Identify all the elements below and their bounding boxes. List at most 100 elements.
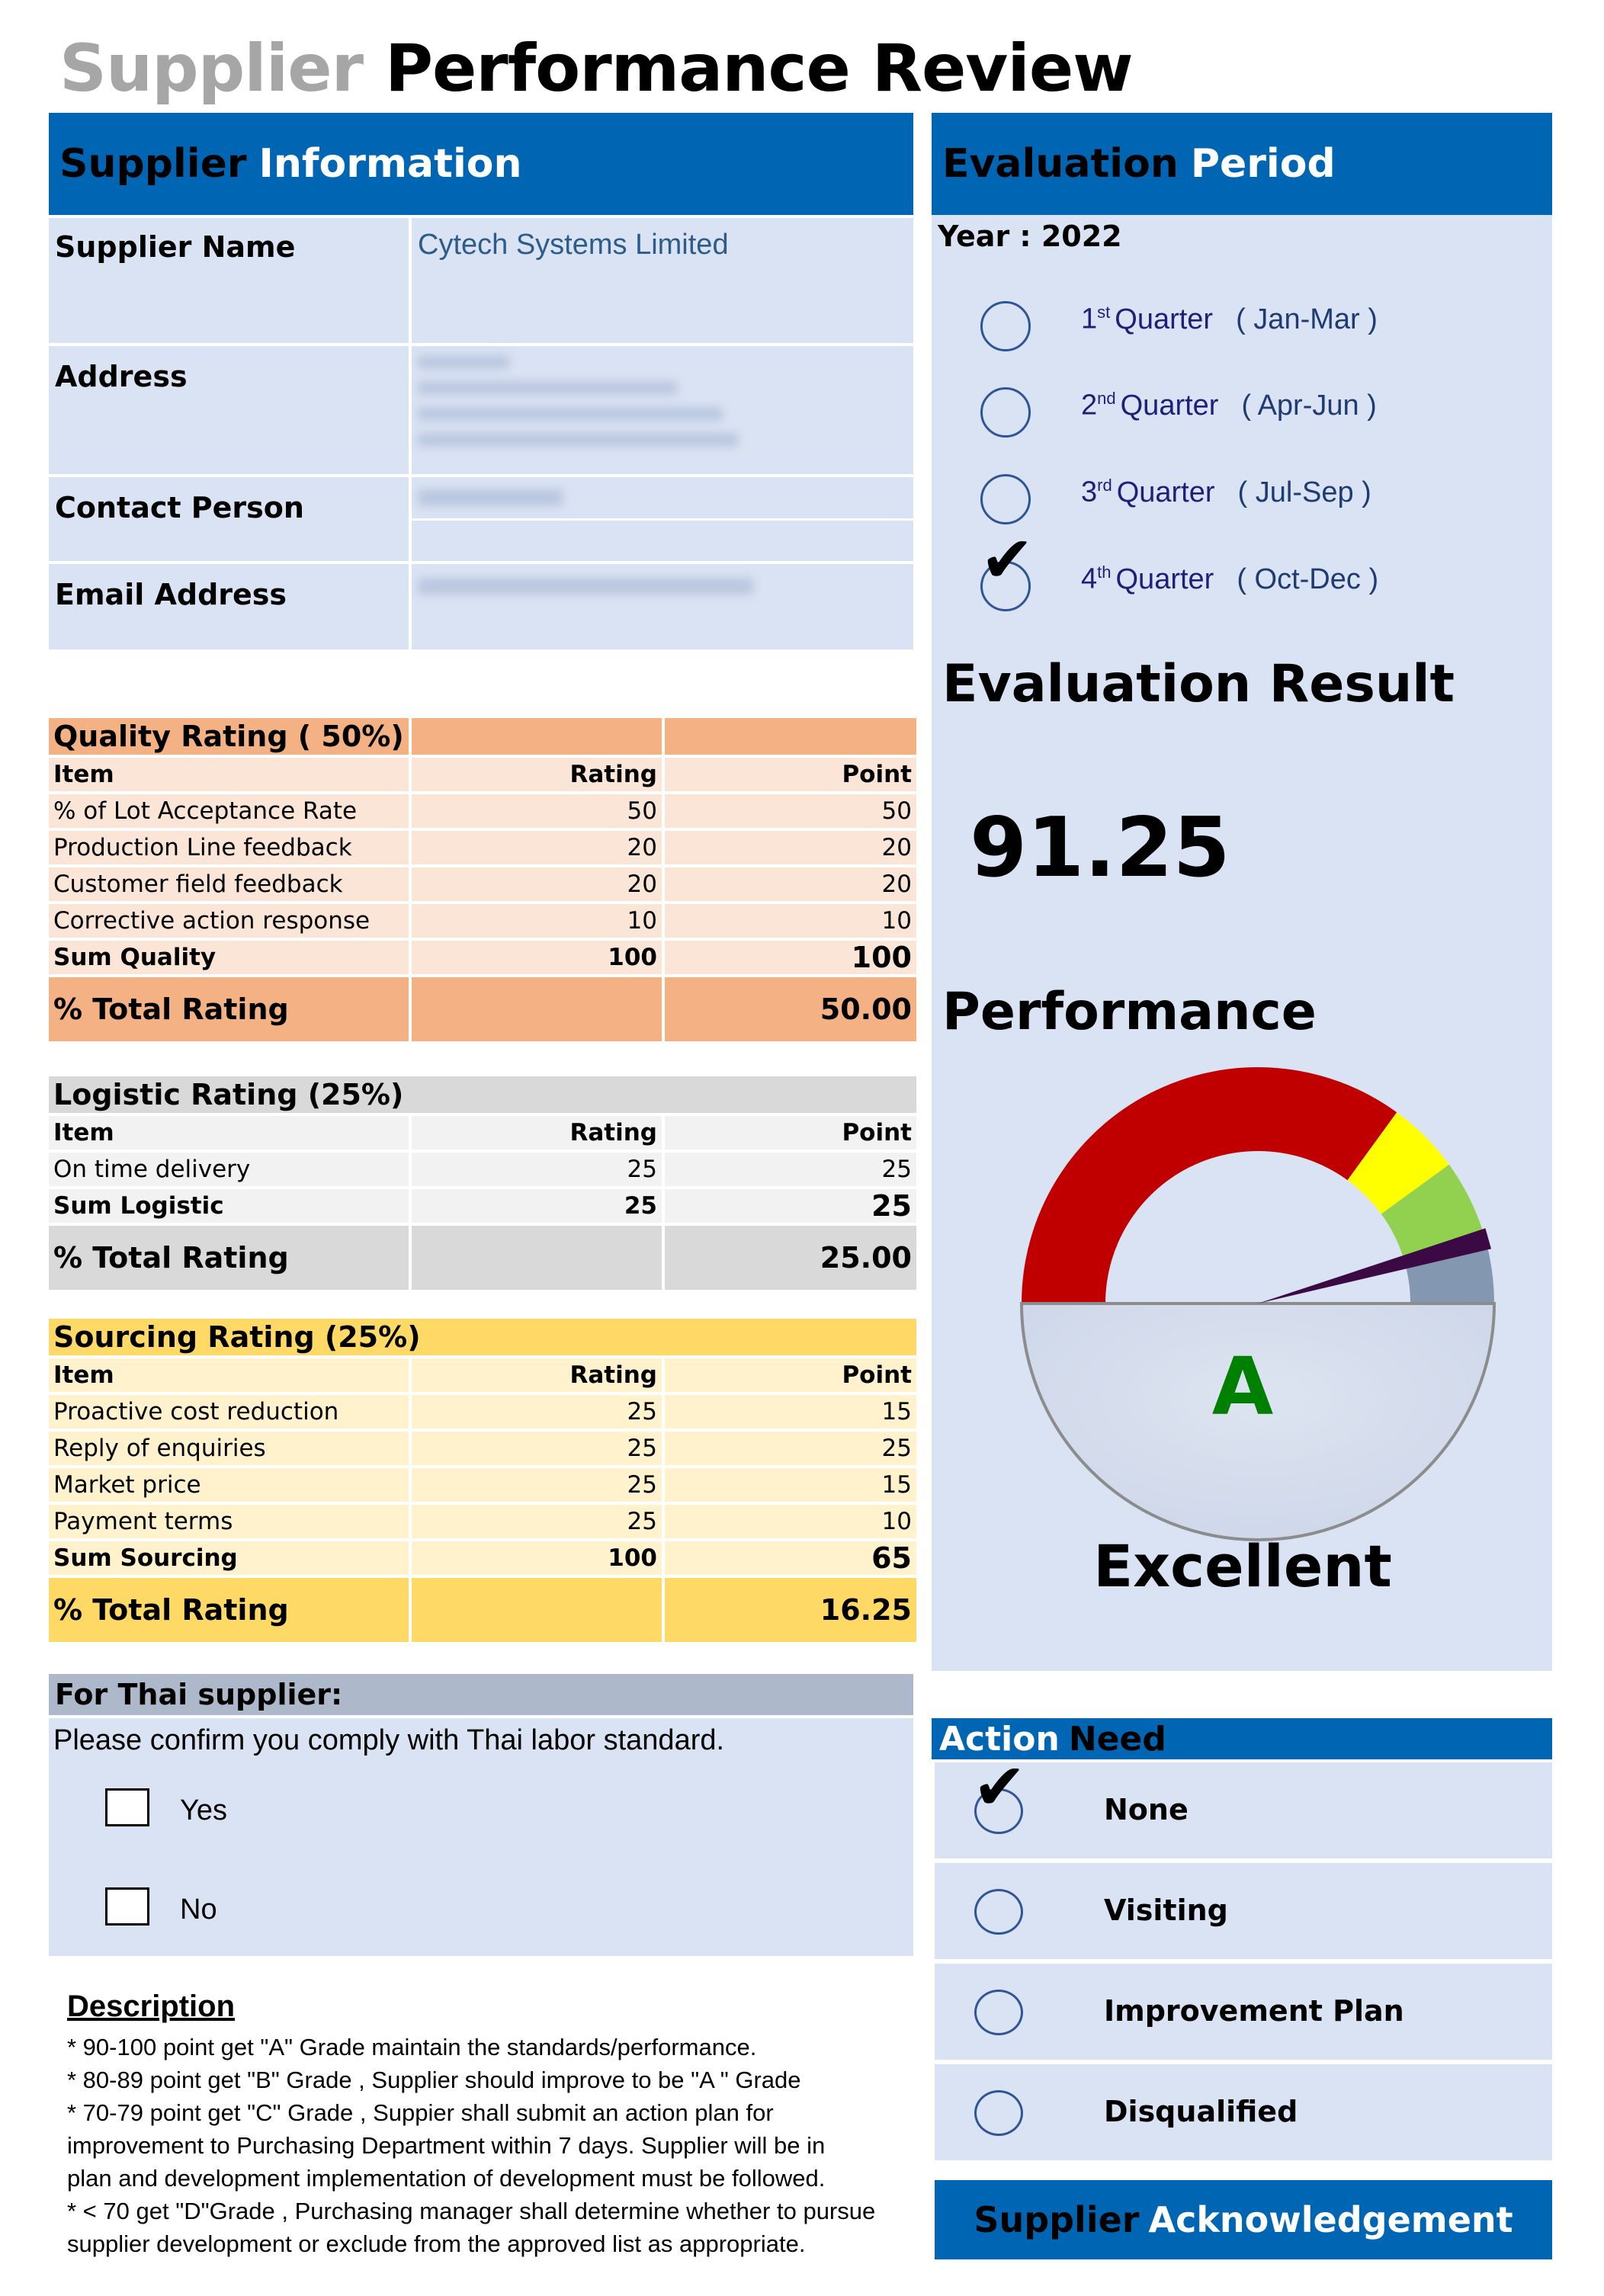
rating-value[interactable]: 25	[412, 1395, 662, 1429]
evaluation-year: Year : 2022	[938, 220, 1122, 253]
gauge-band	[1347, 1112, 1449, 1214]
performance-label: Performance	[942, 982, 1317, 1042]
total-rating-label: % Total Rating	[49, 1578, 409, 1642]
quarter-suffix: st	[1097, 303, 1111, 322]
point-value: 15	[665, 1468, 916, 1502]
point-value: 25	[665, 1432, 916, 1465]
address-label: Address	[55, 360, 188, 393]
point-value: 10	[665, 1505, 916, 1538]
address-value-redacted[interactable]	[418, 352, 738, 467]
sum-rating: 100	[412, 1541, 662, 1575]
description-line: * 90-100 point get "A" Grade maintain th…	[67, 2034, 757, 2060]
supplier-info-header: Supplier Information	[49, 113, 913, 215]
quarter-word: Quarter	[1120, 389, 1219, 422]
column-header-rating: Rating	[412, 1358, 662, 1392]
rating-value[interactable]: 25	[412, 1153, 662, 1186]
total-rating-value: 50.00	[665, 977, 916, 1041]
yes-checkbox[interactable]	[105, 1788, 149, 1826]
quarter-range: ( Jul-Sep )	[1237, 476, 1371, 508]
quarter-number: 2	[1081, 389, 1098, 422]
quarter-range: ( Apr-Jun )	[1241, 389, 1377, 422]
action-radio[interactable]	[974, 1788, 1023, 1834]
action-option-label: Improvement Plan	[1104, 1994, 1404, 2028]
description-line: improvement to Purchasing Department wit…	[67, 2132, 826, 2159]
rating-value[interactable]: 25	[412, 1505, 662, 1538]
total-rating-empty	[412, 1578, 662, 1642]
rating-value[interactable]: 10	[412, 904, 662, 938]
description-line: * 70-79 point get "C" Grade , Suppier sh…	[67, 2099, 774, 2126]
quarter-label: 4th Quarter ( Oct-Dec )	[1081, 563, 1378, 596]
rating-value[interactable]: 50	[412, 794, 662, 828]
action-radio[interactable]	[974, 1889, 1023, 1935]
quarter-number: 4	[1081, 563, 1098, 595]
action-radio[interactable]	[974, 2090, 1023, 2136]
rating-table-title: Logistic Rating (25%)	[49, 1076, 916, 1113]
quarter-radio[interactable]	[980, 561, 1031, 611]
rating-value[interactable]: 25	[412, 1432, 662, 1465]
action-option-row[interactable]	[935, 1762, 1552, 1858]
point-value: 50	[665, 794, 916, 828]
check-icon: ✔	[980, 522, 1035, 597]
divider	[409, 218, 412, 649]
column-header-item: Item	[49, 1358, 409, 1392]
rating-item: Corrective action response	[49, 904, 409, 938]
quarter-range: ( Jan-Mar )	[1236, 303, 1378, 335]
action-radio[interactable]	[974, 1990, 1023, 2035]
quarter-radio[interactable]	[980, 301, 1031, 351]
rating-item: Market price	[49, 1468, 409, 1502]
supplier-acknowledgement-button[interactable]: Supplier Acknowledgement	[935, 2180, 1552, 2259]
rating-value[interactable]: 25	[412, 1468, 662, 1502]
sum-rating: 25	[412, 1189, 662, 1223]
quarter-label: 1st Quarter ( Jan-Mar )	[1081, 303, 1378, 336]
acknowledgement-main: Acknowledgement	[1148, 2199, 1513, 2240]
action-need-header-prefix: Action	[939, 1719, 1060, 1759]
quarter-suffix: th	[1097, 563, 1112, 582]
description-line: * < 70 get "D"Grade , Purchasing manager…	[67, 2198, 876, 2224]
point-value: 25	[665, 1153, 916, 1186]
quarter-suffix: rd	[1097, 476, 1112, 495]
quarter-label: 2nd Quarter ( Apr-Jun )	[1081, 389, 1377, 422]
title-main: Performance Review	[384, 30, 1134, 107]
acknowledgement-prefix: Supplier	[974, 2199, 1140, 2240]
description-line: * 80-89 point get "B" Grade , Supplier s…	[67, 2067, 801, 2093]
action-option-row[interactable]	[935, 2064, 1552, 2160]
rating-table-title: Sourcing Rating (25%)	[49, 1319, 916, 1355]
total-rating-empty	[412, 1226, 662, 1290]
grade-letter: A	[1211, 1340, 1274, 1433]
email-label: Email Address	[55, 578, 287, 611]
title-prefix: Supplier	[59, 30, 364, 107]
quarter-radio[interactable]	[980, 387, 1031, 438]
rating-value[interactable]: 20	[412, 831, 662, 864]
point-value: 10	[665, 904, 916, 938]
page-title: Supplier Performance Review	[59, 30, 1134, 107]
rating-value[interactable]: 20	[412, 867, 662, 901]
column-header-item: Item	[49, 758, 409, 791]
no-checkbox[interactable]	[105, 1887, 149, 1926]
sum-label: Sum Sourcing	[49, 1541, 409, 1575]
rating-item: Reply of enquiries	[49, 1432, 409, 1465]
action-option-row[interactable]	[935, 1863, 1552, 1959]
rating-table-title-cell	[412, 718, 662, 755]
point-value: 20	[665, 831, 916, 864]
action-option-row[interactable]	[935, 1964, 1552, 2060]
check-icon: ✔	[973, 1749, 1027, 1824]
quarter-number: 3	[1081, 476, 1098, 508]
total-rating-empty	[412, 977, 662, 1041]
total-rating-label: % Total Rating	[49, 977, 409, 1041]
divider	[49, 343, 913, 346]
column-header-rating: Rating	[412, 1116, 662, 1150]
point-value: 15	[665, 1395, 916, 1429]
contact-person-value-redacted[interactable]	[418, 489, 563, 506]
rating-item: Payment terms	[49, 1505, 409, 1538]
action-need-header: Action Need	[932, 1718, 1552, 1759]
quarter-word: Quarter	[1115, 303, 1214, 335]
point-value: 20	[665, 867, 916, 901]
supplier-name-value[interactable]: Cytech Systems Limited	[418, 229, 729, 261]
email-value-redacted[interactable]	[418, 578, 753, 595]
sum-label: Sum Logistic	[49, 1189, 409, 1223]
quarter-word: Quarter	[1115, 563, 1214, 595]
description-title: Description	[67, 1990, 236, 2023]
quarter-radio[interactable]	[980, 474, 1031, 524]
divider	[412, 518, 913, 521]
rating-item: % of Lot Acceptance Rate	[49, 794, 409, 828]
